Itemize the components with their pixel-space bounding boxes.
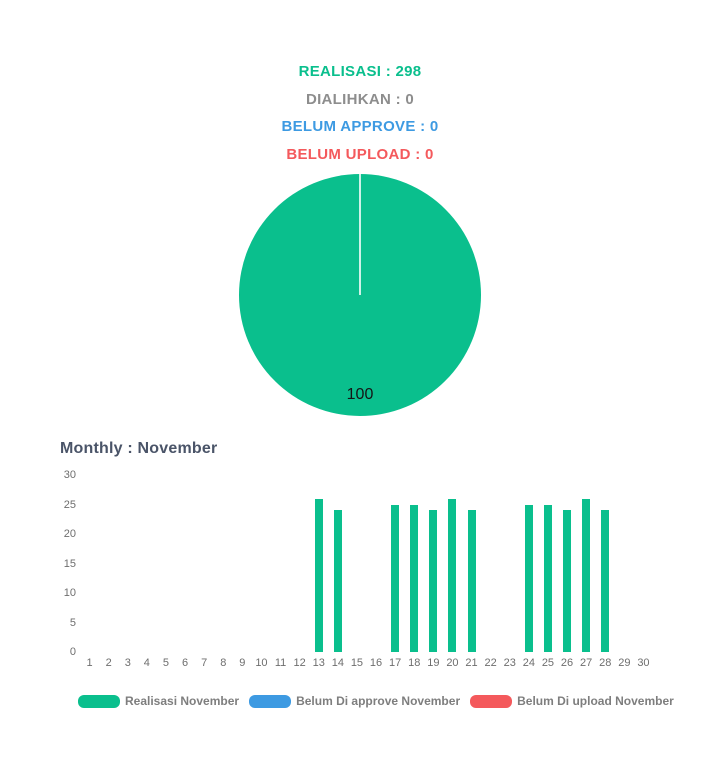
x-tick-27: 27	[580, 657, 593, 669]
y-tick-5: 5	[69, 616, 76, 629]
y-axis: 0 5 10 15 20 25 30	[30, 469, 76, 658]
x-tick-5: 5	[162, 657, 169, 669]
monthly-chart-title: Monthly : November	[60, 440, 218, 457]
x-tick-6: 6	[181, 657, 189, 669]
summary-stats: REALISASI : 298 DIALIHKAN : 0 BELUM APPR…	[0, 63, 720, 173]
bar-day-17[interactable]	[391, 504, 400, 652]
y-tick-15: 15	[63, 557, 76, 570]
y-tick-20: 20	[63, 528, 76, 540]
x-tick-23: 23	[503, 657, 516, 669]
pie-chart-svg: 100	[239, 174, 481, 416]
x-tick-15: 15	[350, 657, 364, 669]
legend-swatch-0	[78, 694, 120, 708]
x-tick-26: 26	[560, 657, 574, 669]
stat-belum-upload: BELUM UPLOAD : 0	[286, 145, 434, 163]
stat-dialihkan: DIALIHKAN : 0	[305, 90, 415, 108]
bar-day-28[interactable]	[601, 510, 610, 652]
legend-item-0[interactable]: Realisasi November	[78, 694, 239, 708]
bar-day-26[interactable]	[563, 510, 572, 652]
x-tick-18: 18	[408, 657, 421, 669]
x-tick-25: 25	[541, 657, 555, 669]
legend-item-2[interactable]: Belum Di upload November	[470, 694, 674, 708]
x-tick-29: 29	[618, 657, 631, 669]
x-tick-8: 8	[220, 657, 227, 669]
x-tick-20: 20	[446, 657, 459, 669]
x-tick-19: 19	[427, 657, 440, 669]
x-tick-7: 7	[201, 657, 208, 669]
x-tick-24: 24	[522, 657, 535, 669]
x-tick-10: 10	[255, 657, 268, 669]
y-tick-25: 25	[63, 498, 76, 511]
pie-chart: 100	[238, 173, 482, 417]
bar-day-14[interactable]	[333, 510, 342, 652]
x-tick-12: 12	[293, 657, 306, 669]
bar-day-19[interactable]	[429, 510, 438, 652]
x-axis: 1 2 3 4 5 6 7 8 9 10 11 12 13 14 15 16 17 18 19 20 21 22 23 24 2…	[80, 656, 653, 670]
x-tick-9: 9	[239, 657, 246, 669]
pie-slice-label: 100	[347, 386, 374, 403]
legend-swatch-2	[470, 694, 513, 708]
legend-label-2: Belum Di upload November	[517, 694, 674, 708]
bar-day-24[interactable]	[524, 504, 533, 652]
bar-day-21[interactable]	[467, 510, 476, 652]
chart-legend: Realisasi November Belum Di approve Novem…	[78, 694, 674, 708]
x-tick-3: 3	[124, 657, 131, 669]
bar-day-18[interactable]	[410, 504, 419, 652]
x-tick-22: 22	[484, 657, 497, 669]
legend-label-1: Belum Di approve November	[296, 694, 461, 708]
y-tick-10: 10	[63, 587, 76, 599]
legend-label-0: Realisasi November	[125, 694, 240, 708]
bar-day-27[interactable]	[582, 498, 591, 652]
y-tick-30: 30	[63, 469, 76, 481]
legend-swatch-1	[249, 694, 292, 708]
x-tick-28: 28	[599, 657, 612, 669]
x-tick-13: 13	[312, 657, 325, 669]
x-tick-14: 14	[331, 657, 344, 669]
y-tick-0: 0	[69, 646, 76, 658]
x-tick-11: 11	[274, 657, 287, 669]
x-tick-4: 4	[143, 657, 150, 669]
stat-realisasi: REALISASI : 298	[298, 63, 422, 80]
stat-belum-approve: BELUM APPROVE : 0	[281, 118, 439, 135]
x-tick-2: 2	[105, 657, 112, 669]
x-tick-17: 17	[389, 657, 402, 669]
bar-plot	[80, 475, 653, 652]
bar-day-25[interactable]	[543, 504, 552, 652]
bar-day-13[interactable]	[314, 498, 323, 652]
legend-item-1[interactable]: Belum Di approve November	[249, 694, 460, 708]
x-tick-1: 1	[86, 657, 93, 669]
x-tick-30: 30	[637, 657, 650, 669]
x-tick-16: 16	[369, 657, 383, 669]
bar-day-20[interactable]	[448, 498, 457, 652]
x-tick-21: 21	[465, 657, 478, 669]
